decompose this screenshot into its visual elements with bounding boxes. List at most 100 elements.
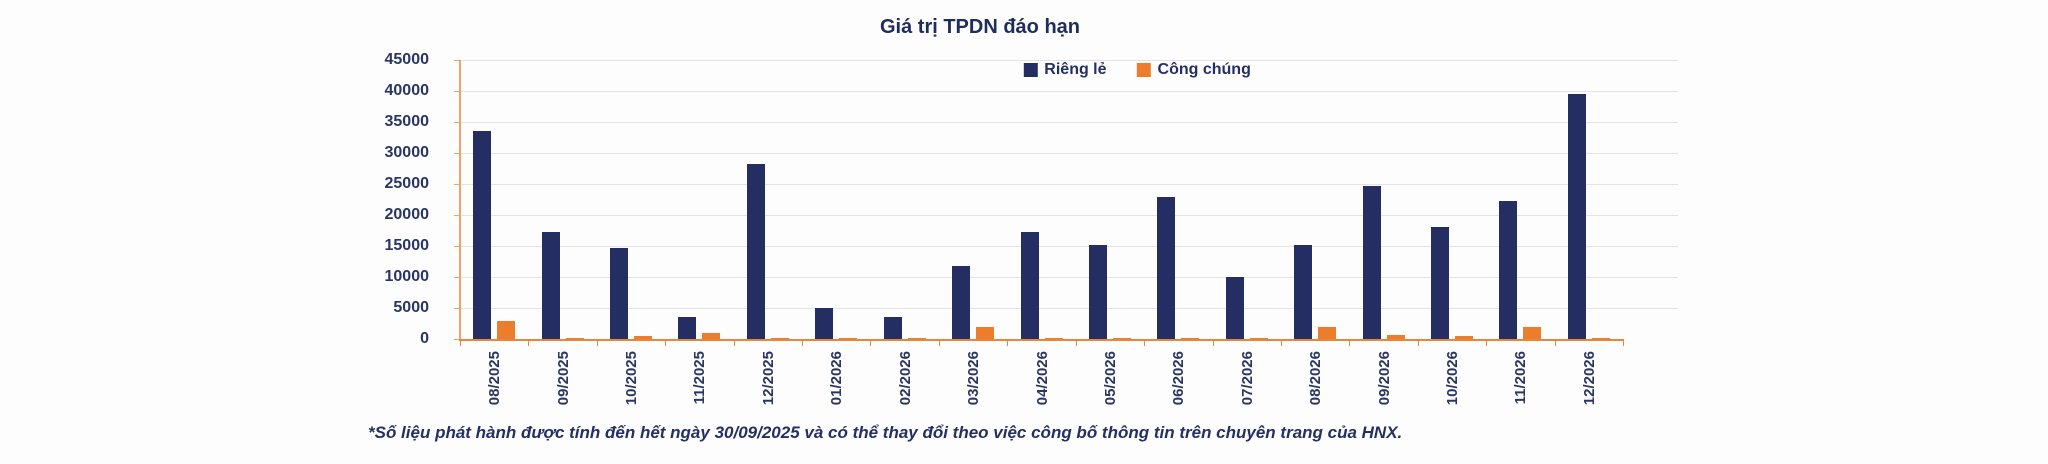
bar-rieng-le — [1430, 227, 1449, 339]
bar-cong-chung — [1591, 338, 1610, 339]
bar-cong-chung — [976, 326, 995, 339]
x-tick-label: 03/2026 — [965, 351, 983, 406]
x-tick-label: 06/2026 — [1170, 351, 1188, 406]
y-tick-label: 5000 — [393, 299, 429, 316]
x-tick-mark — [1349, 341, 1351, 346]
y-tick-mark — [454, 59, 459, 61]
x-tick-label: 10/2026 — [1443, 351, 1461, 406]
bar-rieng-le — [883, 316, 902, 339]
bar-rieng-le — [1020, 231, 1039, 339]
x-tick-mark — [1554, 341, 1556, 346]
bar-cong-chung — [1454, 336, 1473, 339]
x-tick-mark — [1280, 341, 1282, 346]
x-tick-mark — [1486, 341, 1488, 346]
x-tick-mark — [802, 341, 804, 346]
y-tick-mark — [454, 183, 459, 185]
y-tick-mark — [454, 121, 459, 123]
bar-cong-chung — [1044, 338, 1063, 339]
bar-cong-chung — [1112, 337, 1131, 339]
x-tick-label: 09/2025 — [554, 351, 572, 406]
legend-label: Công chúng — [1157, 61, 1251, 78]
bar-cong-chung — [1523, 326, 1542, 339]
y-tick-label: 40000 — [384, 82, 430, 99]
x-tick-label: 11/2025 — [691, 351, 709, 405]
legend-swatch-icon — [1136, 63, 1151, 77]
y-tick-label: 15000 — [384, 237, 430, 254]
x-tick-mark — [665, 341, 667, 346]
x-tick-mark — [1212, 341, 1214, 346]
x-tick-mark — [1075, 341, 1077, 346]
x-tick-label: 02/2026 — [896, 351, 914, 406]
bar-rieng-le — [1499, 200, 1518, 339]
bar-cong-chung — [770, 338, 789, 339]
gridline — [460, 183, 1678, 185]
y-tick-mark — [454, 276, 459, 278]
x-tick-mark — [460, 341, 461, 346]
bar-cong-chung — [1181, 338, 1200, 339]
bar-rieng-le — [473, 131, 492, 339]
bar-cong-chung — [497, 321, 516, 339]
x-tick-mark — [1144, 341, 1146, 346]
x-tick-mark — [733, 341, 735, 346]
x-tick-label: 10/2025 — [623, 351, 641, 406]
bar-rieng-le — [815, 308, 834, 339]
bar-rieng-le — [1088, 245, 1107, 339]
bar-rieng-le — [1225, 277, 1244, 339]
chart-footnote: *Số liệu phát hành được tính đến hết ngà… — [368, 423, 1403, 442]
gridline — [460, 152, 1678, 154]
plot-area: 0 5000 10000 15000 20000 25000 30000 35000 40000… — [385, 52, 1678, 405]
y-tick-mark — [454, 307, 459, 309]
bar-cong-chung — [1249, 337, 1268, 339]
gridline — [460, 90, 1678, 92]
y-tick-label: 25000 — [384, 175, 430, 192]
gridline — [460, 59, 1678, 61]
bar-rieng-le — [952, 266, 971, 339]
bar-rieng-le — [1362, 185, 1381, 339]
bar-rieng-le — [1157, 197, 1176, 339]
x-tick-label: 11/2026 — [1512, 351, 1530, 405]
y-tick-mark — [454, 152, 459, 154]
x-tick-mark — [528, 341, 530, 346]
legend-label: Riêng lẻ — [1044, 61, 1107, 78]
x-tick-label: 07/2026 — [1238, 351, 1256, 406]
x-tick-mark — [596, 341, 598, 346]
legend-swatch-icon — [1023, 63, 1038, 77]
bar-rieng-le — [1567, 94, 1586, 339]
legend-item-rieng-le: Riêng lẻ — [1023, 61, 1107, 79]
x-tick-mark — [870, 341, 872, 346]
gridline — [460, 214, 1678, 216]
gridline — [460, 276, 1678, 278]
x-tick-label: 01/2026 — [828, 351, 846, 406]
x-axis-line — [459, 339, 1624, 341]
y-tick-label: 35000 — [384, 113, 430, 130]
y-tick-label: 20000 — [384, 206, 430, 223]
bar-rieng-le — [1294, 244, 1313, 339]
y-tick-label: 45000 — [384, 51, 430, 68]
x-tick-mark — [938, 341, 940, 346]
chart-title: Giá trị TPDN đáo hạn — [879, 16, 1081, 38]
chart-legend: Riêng lẻ Công chúng — [1023, 61, 1251, 79]
bar-cong-chung — [1318, 326, 1337, 339]
y-tick-label: 30000 — [384, 144, 430, 161]
y-tick-mark — [454, 90, 459, 92]
legend-item-cong-chung: Công chúng — [1136, 61, 1251, 79]
x-tick-label: 08/2026 — [1307, 351, 1325, 406]
bar-rieng-le — [610, 248, 629, 339]
y-tick-label: 10000 — [384, 268, 430, 285]
x-tick-mark — [1007, 341, 1009, 346]
x-tick-label: 05/2026 — [1101, 351, 1119, 406]
y-tick-label: 0 — [420, 330, 429, 347]
gridline — [460, 121, 1678, 123]
x-tick-mark — [1623, 341, 1624, 346]
y-tick-mark — [454, 338, 459, 340]
y-axis-line — [459, 60, 461, 340]
bar-cong-chung — [839, 338, 858, 339]
x-tick-label: 08/2025 — [486, 351, 504, 406]
x-tick-label: 09/2026 — [1375, 351, 1393, 406]
x-tick-mark — [1417, 341, 1419, 346]
x-tick-label: 12/2025 — [759, 351, 777, 406]
bar-cong-chung — [565, 338, 584, 339]
y-tick-mark — [454, 245, 459, 247]
bar-rieng-le — [541, 231, 560, 339]
